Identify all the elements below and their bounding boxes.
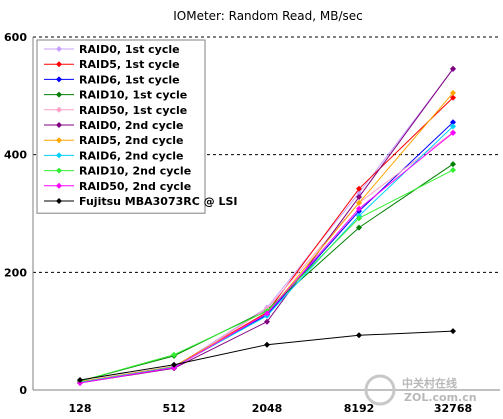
data-point xyxy=(450,119,456,126)
y-tick-label: 600 xyxy=(4,31,27,44)
legend-swatch-marker xyxy=(56,152,62,159)
data-point xyxy=(356,215,362,222)
data-point xyxy=(450,328,456,335)
legend-swatch-marker xyxy=(56,76,62,83)
chart-title: IOMeter: Random Read, MB/sec xyxy=(173,9,363,23)
x-tick-label: 128 xyxy=(69,402,92,415)
data-point xyxy=(77,376,83,383)
legend-item: RAID0, 1st cycle xyxy=(44,43,180,56)
legend-box xyxy=(36,39,206,214)
series-layer xyxy=(77,65,456,386)
data-point xyxy=(450,166,456,173)
legend-swatch-marker xyxy=(56,137,62,144)
legend-label: RAID50, 2nd cycle xyxy=(79,180,191,193)
axis-layer: 0 200 400 600 128 512 2048 8192 32768 xyxy=(4,31,500,415)
data-point xyxy=(264,310,270,317)
data-point xyxy=(450,94,456,101)
data-point xyxy=(356,332,362,339)
y-tick-label: 400 xyxy=(4,149,27,162)
data-point xyxy=(356,194,362,201)
legend-swatch-marker xyxy=(56,122,62,128)
legend-swatch-marker xyxy=(56,106,62,113)
legend-swatch-marker xyxy=(56,91,62,98)
data-point xyxy=(356,199,362,206)
legend-item: RAID0, 2nd cycle xyxy=(44,119,184,132)
legend-item: RAID5, 2nd cycle xyxy=(44,134,184,147)
x-tick-label: 32768 xyxy=(434,402,472,415)
legend-item: RAID6, 2nd cycle xyxy=(44,149,184,162)
data-point xyxy=(450,89,456,96)
legend-label: RAID10, 2nd cycle xyxy=(79,165,191,178)
legend-swatch-marker xyxy=(56,46,62,52)
data-point xyxy=(450,161,456,168)
legend-item: Fujitsu MBA3073RC @ LSI xyxy=(44,195,238,208)
legend-label: RAID5, 1st cycle xyxy=(79,58,180,71)
legend-item: RAID50, 1st cycle xyxy=(44,104,187,117)
legend: RAID0, 1st cycle RAID5, 1st cycle RAID6, 1… xyxy=(36,39,238,214)
data-point xyxy=(450,65,456,72)
y-tick-label: 0 xyxy=(19,384,27,397)
watermark-line1: 中关村在线 xyxy=(402,376,457,390)
data-point xyxy=(450,123,456,130)
data-point xyxy=(264,318,270,325)
legend-item: RAID5, 1st cycle xyxy=(44,58,180,71)
data-point xyxy=(356,205,362,212)
legend-item: RAID10, 2nd cycle xyxy=(44,165,191,178)
watermark: 中关村在线 ZOL.com.cn xyxy=(364,374,477,406)
legend-item: RAID10, 1st cycle xyxy=(44,89,187,102)
series-10 xyxy=(77,328,456,383)
data-point xyxy=(450,129,456,136)
data-point xyxy=(264,341,270,348)
legend-swatch-marker xyxy=(56,198,62,204)
legend-label: RAID50, 1st cycle xyxy=(79,104,187,117)
legend-label: Fujitsu MBA3073RC @ LSI xyxy=(79,195,238,208)
data-point xyxy=(171,351,177,358)
y-tick-label: 200 xyxy=(4,266,27,279)
x-tick-label: 8192 xyxy=(344,402,375,415)
legend-swatch-marker xyxy=(56,61,62,68)
data-point xyxy=(171,361,177,368)
legend-item: RAID50, 2nd cycle xyxy=(44,180,191,193)
watermark-line2: ZOL.com.cn xyxy=(404,391,477,404)
legend-label: RAID0, 2nd cycle xyxy=(79,119,184,132)
legend-label: RAID5, 2nd cycle xyxy=(79,134,184,147)
legend-label: RAID0, 1st cycle xyxy=(79,43,180,56)
legend-label: RAID6, 1st cycle xyxy=(79,73,180,86)
legend-swatch-marker xyxy=(56,182,62,189)
legend-swatch-marker xyxy=(56,167,62,174)
x-tick-label: 2048 xyxy=(252,402,283,415)
legend-label: RAID6, 2nd cycle xyxy=(79,149,184,162)
legend-label: RAID10, 1st cycle xyxy=(79,89,187,102)
data-point xyxy=(356,224,362,231)
x-tick-label: 512 xyxy=(163,402,186,415)
watermark-logo-icon xyxy=(364,374,396,406)
legend-item: RAID6, 1st cycle xyxy=(44,73,180,86)
data-point xyxy=(356,185,362,192)
